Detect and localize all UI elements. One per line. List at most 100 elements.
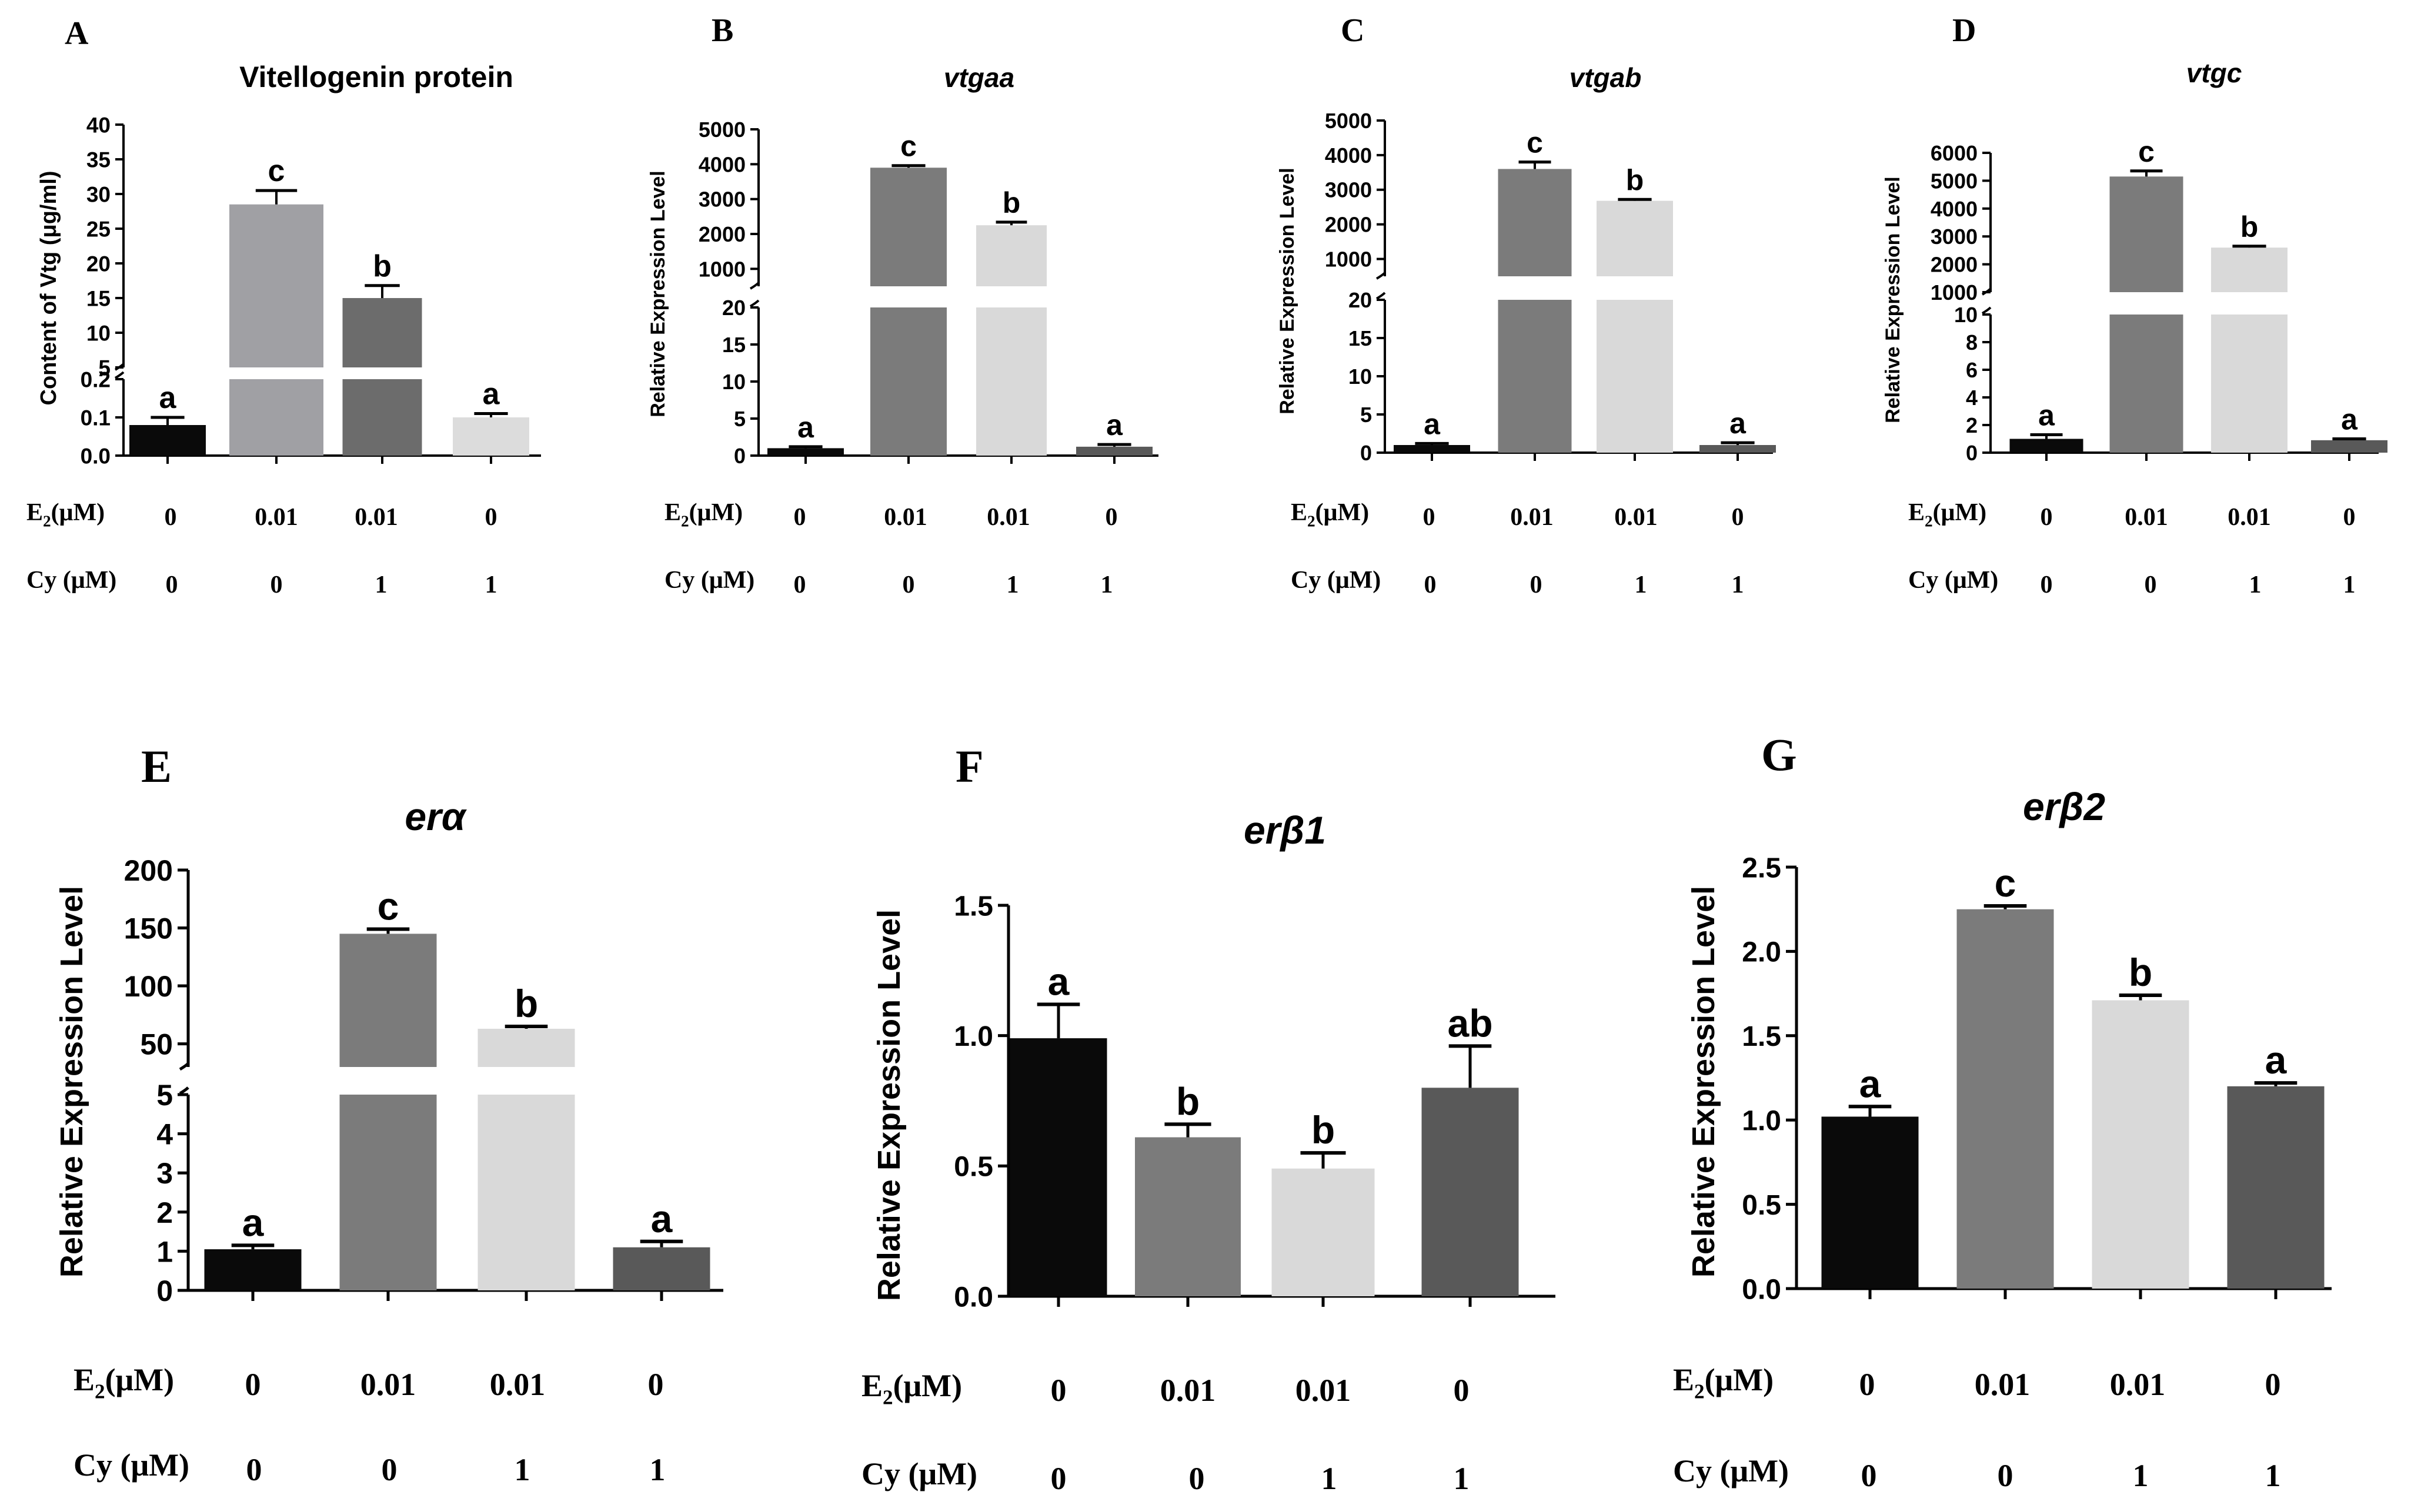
y-tick-label: 1.0	[954, 1021, 993, 1052]
e2-label-subscript: 2	[883, 1386, 893, 1409]
y-tick-label: 20	[722, 296, 746, 320]
y-tick-label: 5	[734, 407, 746, 431]
e2-value: 0	[1732, 504, 1744, 531]
cy-value: 1	[375, 571, 388, 598]
significance-letter: b	[1311, 1108, 1335, 1152]
axis-break-mark	[1375, 272, 1386, 280]
e2-label-subscript: 2	[1694, 1380, 1705, 1403]
y-tick-label: 0.1	[81, 406, 111, 430]
e2-row-label: E2(μM)	[1908, 499, 1986, 530]
e2-value: 0.01	[355, 504, 398, 531]
e2-value: 0	[794, 504, 806, 531]
bar	[2311, 440, 2387, 453]
significance-letter: c	[268, 154, 285, 188]
e2-value: 0	[2343, 504, 2356, 531]
cy-value: 1	[2265, 1458, 2281, 1493]
bar	[129, 425, 206, 456]
y-tick-label: 0.0	[954, 1282, 993, 1313]
bar-lower-segment	[1498, 300, 1572, 453]
cy-value: 0	[903, 571, 915, 598]
e2-label-main: E	[1291, 499, 1307, 526]
e2-label-unit: (μM)	[689, 499, 743, 526]
significance-letter: a	[483, 377, 500, 412]
y-tick-label: 0.5	[954, 1152, 993, 1183]
significance-letter: c	[2138, 135, 2155, 168]
y-tick-label: 0.0	[81, 444, 111, 468]
bar	[2092, 1000, 2189, 1289]
y-tick-label: 4000	[1325, 143, 1372, 168]
axis-break-mark	[1375, 292, 1386, 300]
y-tick-label: 40	[86, 113, 111, 137]
y-tick-label: 5000	[1931, 169, 1978, 193]
axis-break-mark	[179, 1062, 189, 1071]
significance-letter: a	[242, 1200, 265, 1244]
y-axis-label: Relative Expression Level	[54, 886, 89, 1277]
e2-value: 0	[1859, 1367, 1875, 1402]
chart-title: erβ2	[2023, 785, 2105, 828]
y-tick-label: 5	[98, 356, 111, 380]
y-tick-label: 2	[156, 1196, 173, 1229]
cy-value: 1	[1007, 571, 1019, 598]
cy-value: 0	[382, 1452, 398, 1487]
chart-title: vtgab	[1570, 62, 1642, 93]
bar-upper-segment	[342, 298, 422, 367]
y-axis-label: Content of Vtg (μg/ml)	[36, 171, 61, 406]
e2-label-main: E	[1908, 499, 1925, 526]
y-tick-label: 1000	[1931, 280, 1978, 305]
y-tick-label: 30	[86, 182, 111, 206]
significance-letter: a	[651, 1197, 673, 1240]
bar	[204, 1249, 302, 1290]
cy-value: 1	[2343, 571, 2356, 598]
e2-label-main: E	[26, 499, 43, 526]
cy-value: 0	[1051, 1461, 1067, 1496]
y-tick-label: 5000	[699, 118, 746, 142]
e2-value: 0.01	[360, 1367, 416, 1402]
y-tick-label: 35	[86, 148, 111, 172]
cy-value: 1	[1732, 571, 1744, 598]
chart-title: erα	[405, 795, 467, 838]
significance-letter: a	[2038, 399, 2055, 431]
cy-value: 1	[1454, 1461, 1470, 1496]
e2-label-main: E	[861, 1368, 883, 1403]
bar	[1821, 1116, 1919, 1289]
y-tick-label: 15	[86, 286, 111, 310]
bar-upper-segment	[870, 168, 947, 286]
cy-value: 0	[271, 571, 283, 598]
panel-letter: E	[141, 741, 172, 792]
y-tick-label: 2.0	[1742, 937, 1781, 968]
chart-title: vtgc	[2186, 58, 2242, 88]
y-tick-label: 8	[1966, 330, 1978, 354]
bar-lower-segment	[477, 1095, 575, 1290]
significance-letter: c	[1527, 126, 1543, 159]
significance-letter: a	[2341, 403, 2358, 436]
y-tick-label: 10	[1348, 364, 1372, 389]
e2-value: 0	[165, 504, 177, 531]
cy-value: 0	[1861, 1458, 1877, 1493]
y-tick-label: 0	[1966, 441, 1978, 465]
e2-row-label: E2(μM)	[1673, 1362, 1774, 1403]
y-tick-label: 10	[86, 321, 111, 345]
y-tick-label: 3	[156, 1157, 173, 1190]
bar	[1135, 1137, 1241, 1296]
bar	[1421, 1088, 1519, 1296]
chart-title: erβ1	[1244, 808, 1326, 852]
e2-row-label: E2(μM)	[26, 499, 105, 530]
y-tick-label: 1000	[1325, 247, 1372, 272]
y-tick-label: 150	[124, 912, 173, 945]
cy-value: 0	[2041, 571, 2053, 598]
bar	[767, 448, 844, 456]
y-tick-label: 0.5	[1742, 1190, 1781, 1221]
y-tick-label: 10	[722, 370, 746, 394]
y-tick-label: 0	[734, 444, 746, 468]
e2-value: 0	[1454, 1373, 1470, 1408]
cy-value: 0	[1189, 1461, 1205, 1496]
bar-lower-segment	[2211, 315, 2288, 453]
bar-upper-segment	[2211, 247, 2288, 292]
y-tick-label: 15	[1348, 326, 1372, 350]
e2-value: 0.01	[1510, 504, 1554, 531]
e2-value: 0.01	[1975, 1367, 2031, 1402]
significance-letter: b	[1626, 163, 1644, 196]
bar-upper-segment	[339, 934, 437, 1067]
y-tick-label: 50	[140, 1028, 173, 1061]
e2-value: 0.01	[987, 504, 1030, 531]
